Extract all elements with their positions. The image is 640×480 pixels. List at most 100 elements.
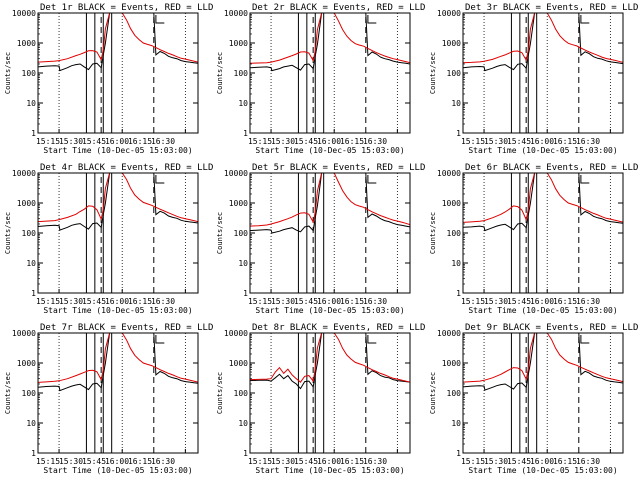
series-line-lld — [463, 173, 623, 223]
y-tick-label: 1 — [31, 449, 36, 458]
x-tick-label: 15:15 — [248, 297, 272, 306]
y-tick-label: 10000 — [224, 329, 248, 338]
axes-frame — [37, 332, 199, 454]
y-tick-label: 10 — [26, 259, 36, 268]
x-tick-label: 16:30 — [151, 297, 175, 306]
y-tick-label: 1000 — [442, 39, 461, 48]
y-tick-label: 1 — [243, 129, 248, 138]
panel-title: Det 9r BLACK = Events, RED = LLD — [465, 323, 638, 333]
x-axis-label: Start Time (10-Dec-05 15:03:00) — [43, 306, 192, 315]
x-axis-label: Start Time (10-Dec-05 15:03:00) — [468, 306, 617, 315]
x-tick-label: 15:45 — [507, 457, 531, 466]
x-tick-label: 16:30 — [576, 457, 600, 466]
y-tick-label: 100 — [234, 69, 249, 78]
series-line-events — [250, 333, 410, 390]
series-line-lld — [38, 333, 198, 383]
x-tick-label: 15:15 — [461, 297, 485, 306]
x-tick-label: 15:45 — [507, 297, 531, 306]
y-axis-label: Counts/sec — [429, 212, 437, 254]
y-axis-label: Counts/sec — [216, 212, 224, 254]
x-tick-label: 15:15 — [248, 457, 272, 466]
y-tick-label: 10000 — [437, 329, 461, 338]
x-tick-label: 15:30 — [484, 297, 508, 306]
x-tick-label: 16:15 — [340, 457, 364, 466]
axes-frame — [462, 12, 624, 134]
y-tick-label: 10 — [26, 99, 36, 108]
panel-title: Det 1r BLACK = Events, RED = LLD — [40, 3, 213, 13]
series-line-lld — [463, 13, 623, 64]
y-tick-label: 100 — [447, 69, 462, 78]
panel-det-2r: Det 2r BLACK = Events, RED = LLD 1 10 100 10… — [216, 3, 425, 155]
panel-det-1r: Det 1r BLACK = Events, RED = LLD 1 10 100 10… — [4, 3, 213, 155]
x-tick-label: 16:30 — [576, 137, 600, 146]
x-tick-label: 16:15 — [340, 137, 364, 146]
x-tick-label: 16:30 — [576, 297, 600, 306]
y-axis-label: Counts/sec — [216, 52, 224, 94]
x-axis-label: Start Time (10-Dec-05 15:03:00) — [468, 146, 617, 155]
x-tick-label: 16:30 — [363, 137, 387, 146]
y-tick-label: 100 — [22, 69, 37, 78]
y-tick-label: 1000 — [17, 199, 36, 208]
y-tick-label: 1000 — [229, 39, 248, 48]
y-axis-label: Counts/sec — [216, 372, 224, 414]
series-line-events — [38, 173, 198, 231]
x-tick-label: 15:30 — [484, 137, 508, 146]
y-tick-label: 1000 — [17, 39, 36, 48]
panel-det-4r: Det 4r BLACK = Events, RED = LLD 1 10 100 10… — [4, 163, 213, 315]
series-line-lld — [38, 13, 198, 63]
x-tick-label: 15:45 — [82, 137, 106, 146]
y-axis-label: Counts/sec — [4, 52, 12, 94]
x-tick-label: 15:30 — [271, 297, 295, 306]
y-tick-label: 1000 — [229, 199, 248, 208]
x-tick-label: 15:30 — [59, 457, 83, 466]
gap-marker — [367, 15, 377, 24]
panel-det-5r: Det 5r BLACK = Events, RED = LLD 1 10 100 10… — [216, 163, 425, 315]
y-tick-label: 100 — [22, 389, 37, 398]
y-axis-label: Counts/sec — [429, 52, 437, 94]
gap-marker — [367, 335, 377, 344]
y-tick-label: 1000 — [17, 359, 36, 368]
series-line-lld — [38, 173, 198, 223]
x-tick-label: 15:30 — [271, 137, 295, 146]
y-tick-label: 1 — [456, 129, 461, 138]
y-tick-label: 1000 — [229, 359, 248, 368]
y-tick-label: 10000 — [12, 329, 36, 338]
y-tick-label: 10 — [451, 419, 461, 428]
x-tick-label: 15:45 — [294, 297, 318, 306]
panel-det-7r: Det 7r BLACK = Events, RED = LLD 1 10 100 10… — [4, 323, 213, 475]
y-tick-label: 10 — [451, 259, 461, 268]
series-line-events — [463, 13, 623, 72]
y-tick-label: 10000 — [224, 9, 248, 18]
series-line-events — [250, 173, 410, 234]
x-axis-label: Start Time (10-Dec-05 15:03:00) — [255, 146, 404, 155]
panel-title: Det 3r BLACK = Events, RED = LLD — [465, 3, 638, 13]
y-tick-label: 10 — [451, 99, 461, 108]
y-tick-label: 1 — [31, 129, 36, 138]
x-tick-label: 16:00 — [530, 297, 554, 306]
y-tick-label: 10 — [238, 99, 248, 108]
y-tick-label: 1000 — [442, 359, 461, 368]
x-tick-label: 16:00 — [105, 137, 129, 146]
x-tick-label: 16:15 — [128, 457, 152, 466]
y-axis-label: Counts/sec — [4, 212, 12, 254]
panel-title: Det 2r BLACK = Events, RED = LLD — [252, 3, 425, 13]
series-line-events — [38, 13, 198, 72]
panel-title: Det 7r BLACK = Events, RED = LLD — [40, 323, 213, 333]
x-tick-label: 15:15 — [461, 137, 485, 146]
y-tick-label: 1000 — [442, 199, 461, 208]
series-line-lld — [250, 173, 410, 227]
y-tick-label: 10 — [238, 419, 248, 428]
y-tick-label: 100 — [234, 389, 249, 398]
axes-frame — [462, 332, 624, 454]
x-tick-label: 15:45 — [82, 297, 106, 306]
x-axis-label: Start Time (10-Dec-05 15:03:00) — [43, 466, 192, 475]
y-tick-label: 10 — [238, 259, 248, 268]
x-tick-label: 16:15 — [553, 137, 577, 146]
gap-marker — [580, 175, 590, 184]
x-tick-label: 15:15 — [248, 137, 272, 146]
x-tick-label: 15:30 — [484, 457, 508, 466]
axes-frame — [249, 332, 411, 454]
panel-det-6r: Det 6r BLACK = Events, RED = LLD 1 10 100 10… — [429, 163, 638, 315]
gap-marker — [580, 335, 590, 344]
